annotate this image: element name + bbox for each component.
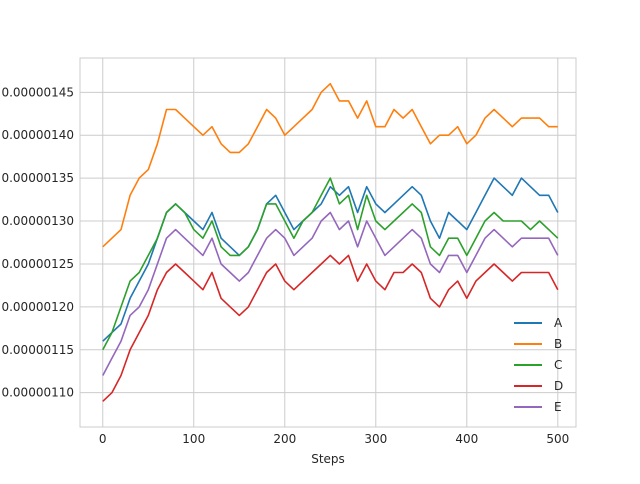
y-tick-label: 0.00000130: [1, 214, 74, 228]
x-tick-label: 200: [273, 432, 296, 446]
legend-label-a: A: [554, 316, 563, 330]
x-tick-label: 300: [364, 432, 387, 446]
series-line-b: [102, 82, 558, 248]
x-axis-ticks: 0 100 200 300 400 500: [99, 432, 569, 446]
series-line-e: [102, 211, 559, 376]
y-axis-ticks: 0.00000110 0.00000115 0.00000120 0.00000125…: [1, 85, 74, 399]
x-tick-label: 400: [455, 432, 478, 446]
y-tick-label: 0.00000140: [1, 128, 74, 142]
x-tick-label: 500: [546, 432, 569, 446]
legend-label-b: B: [554, 337, 562, 351]
y-tick-label: 0.00000120: [1, 300, 74, 314]
legend-label-e: E: [554, 400, 562, 414]
y-tick-label: 0.00000110: [1, 386, 74, 400]
y-tick-label: 0.00000115: [1, 343, 74, 357]
x-tick-label: 100: [182, 432, 205, 446]
y-tick-label: 0.00000135: [1, 171, 74, 185]
x-tick-label: 0: [99, 432, 107, 446]
series-lines: [102, 82, 559, 402]
y-tick-label: 0.00000125: [1, 257, 74, 271]
plot-frame: [79, 57, 577, 428]
x-axis-title: Steps: [311, 452, 345, 466]
legend-label-c: C: [554, 358, 562, 372]
series-line-a: [102, 177, 559, 342]
series-line-d: [102, 254, 559, 402]
legend-label-d: D: [554, 379, 563, 393]
y-tick-label: 0.00000145: [1, 85, 74, 99]
series-line-c: [102, 177, 559, 351]
